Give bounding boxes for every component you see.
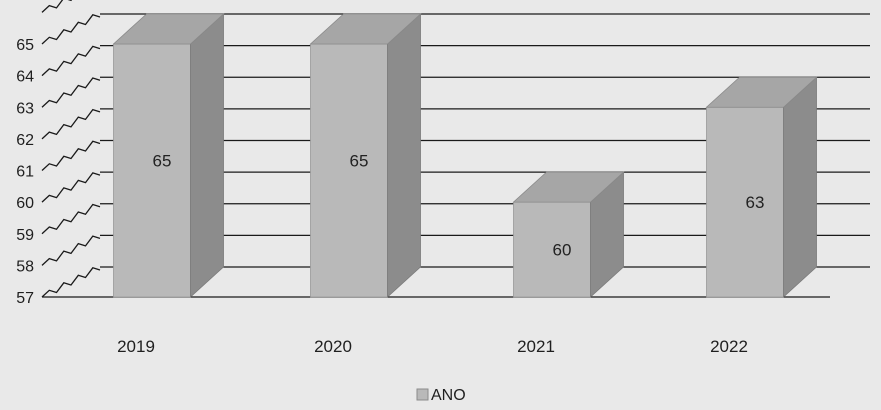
- data-label: 65: [153, 152, 172, 171]
- y-tick-label: 63: [16, 100, 34, 117]
- y-tick-label: 58: [16, 258, 34, 275]
- bar-top: [112, 13, 225, 45]
- gridline-wall: [41, 235, 101, 266]
- legend: ANO: [416, 387, 466, 404]
- bar-front: [113, 43, 191, 298]
- gridline-wall: [41, 267, 101, 298]
- bars: 65 65 60 63: [112, 13, 818, 298]
- gridline-wall: [41, 172, 101, 203]
- bar-side: [387, 13, 421, 298]
- gridline-wall: [41, 140, 101, 171]
- y-tick-label: 62: [16, 132, 34, 149]
- x-axis-categories: 2019 2020 2021 2022: [117, 337, 748, 356]
- x-tick-label: 2021: [517, 337, 555, 356]
- gridline-wall: [41, 14, 101, 45]
- bar-2021: 60: [512, 171, 625, 298]
- data-label: 65: [350, 152, 369, 171]
- gridline-wall: [41, 0, 73, 13]
- bar-top: [512, 171, 625, 203]
- y-axis-ticks: 57 58 59 60 61 62 63 64 65: [16, 37, 34, 307]
- bar-2022: 63: [705, 76, 818, 298]
- bar-2020: 65: [309, 13, 422, 298]
- bar-side: [783, 76, 817, 298]
- gridline-wall: [41, 203, 101, 235]
- bar-front: [706, 106, 784, 298]
- gridline-wall: [41, 45, 101, 77]
- bar-front: [310, 43, 388, 298]
- y-tick-label: 61: [16, 164, 34, 181]
- y-tick-label: 60: [16, 195, 34, 212]
- bar-2019: 65: [112, 13, 225, 298]
- y-tick-label: 59: [16, 227, 34, 244]
- x-tick-label: 2020: [314, 337, 352, 356]
- bar-top: [705, 76, 818, 108]
- y-tick-label: 64: [16, 69, 34, 86]
- legend-swatch: [416, 388, 429, 401]
- gridline-wall: [41, 108, 101, 140]
- x-tick-label: 2019: [117, 337, 155, 356]
- data-label: 63: [746, 193, 765, 212]
- gridline-wall: [41, 77, 101, 108]
- y-tick-label: 57: [16, 290, 34, 307]
- y-tick-label: 65: [16, 37, 34, 54]
- data-label: 60: [553, 241, 572, 260]
- x-tick-label: 2022: [710, 337, 748, 356]
- legend-label: ANO: [431, 387, 466, 404]
- bar-side: [190, 13, 224, 298]
- bar-top: [309, 13, 422, 45]
